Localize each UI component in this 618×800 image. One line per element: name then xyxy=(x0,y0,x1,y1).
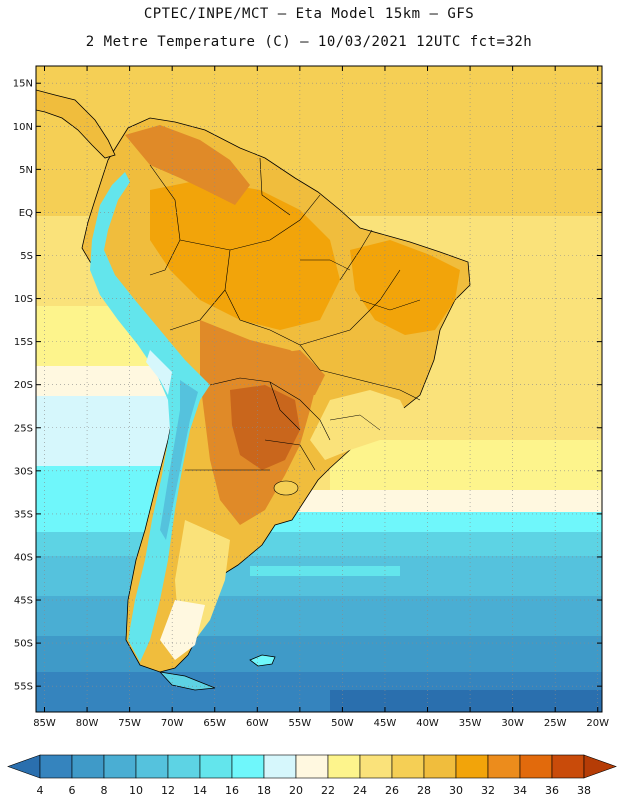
colorbar-label: 34 xyxy=(513,784,527,797)
colorbar-swatch xyxy=(295,754,329,779)
lat-tick-label: 5S xyxy=(20,251,33,262)
lon-tick-label: 60W xyxy=(246,718,269,729)
lat-tick-label: 30S xyxy=(14,466,33,477)
colorbar-label: 14 xyxy=(193,784,207,797)
ocean-patch-16 xyxy=(250,566,400,576)
lat-tick-label: EQ xyxy=(19,208,33,219)
colorbar-label: 22 xyxy=(321,784,335,797)
colorbar-swatch xyxy=(359,754,393,779)
colorbar-swatch xyxy=(551,754,585,779)
lat-tick-label: 55S xyxy=(14,682,33,693)
ocean-band-pacific-20 xyxy=(36,396,186,466)
region-amazon-hot xyxy=(150,180,340,330)
lon-tick-label: 75W xyxy=(118,718,141,729)
colorbar-swatch xyxy=(487,754,521,779)
colorbar-arrow-low xyxy=(7,754,41,779)
colorbar-label: 38 xyxy=(577,784,591,797)
colorbar-swatch xyxy=(135,754,169,779)
andes-cold-strip xyxy=(90,172,210,662)
colorbar-swatch xyxy=(167,754,201,779)
lon-tick-label: 20W xyxy=(586,718,609,729)
ocean-band-4 xyxy=(330,690,602,712)
colorbar-label: 26 xyxy=(385,784,399,797)
longitude-axis: 85W 80W 75W 70W 65W 60W 55W 50W 45W 40W 35W 30W 25W 2… xyxy=(33,66,609,729)
colorbar-swatch xyxy=(423,754,457,779)
ocean-band-10 xyxy=(36,596,602,636)
colorbar-label: 28 xyxy=(417,784,431,797)
ocean-band-north xyxy=(36,66,602,136)
lon-tick-label: 45W xyxy=(374,718,397,729)
andes-pale-strip xyxy=(146,350,172,395)
lat-tick-label: 50S xyxy=(14,639,33,650)
colorbar-arrow-high xyxy=(583,754,617,779)
region-patagonia-mild xyxy=(160,600,205,660)
lat-tick-label: 40S xyxy=(14,552,33,563)
region-southeast-warm xyxy=(310,390,410,460)
region-northeast-hot xyxy=(350,240,460,335)
lat-tick-label: 45S xyxy=(14,596,33,607)
ocean-band-18 xyxy=(36,512,602,532)
colorbar-label: 8 xyxy=(101,784,108,797)
colorbar-swatch xyxy=(327,754,361,779)
region-central-brazil-hot xyxy=(265,350,325,395)
lat-tick-label: 5N xyxy=(19,165,33,176)
lon-tick-label: 40W xyxy=(416,718,439,729)
colorbar-swatch xyxy=(455,754,489,779)
colorbar: 4 6 8 10 12 14 16 18 20 22 24 26 28 30 32 34 36 38 xyxy=(7,754,617,797)
lat-tick-label: 15N xyxy=(13,79,33,90)
colorbar-swatch xyxy=(71,754,105,779)
lon-tick-label: 85W xyxy=(33,718,56,729)
andes-very-cold-strip xyxy=(160,380,198,540)
map-frame xyxy=(35,65,603,713)
colorbar-label: 6 xyxy=(69,784,76,797)
lon-tick-label: 25W xyxy=(544,718,567,729)
island-tierra-del-fuego xyxy=(158,671,216,691)
colorbar-label: 24 xyxy=(353,784,367,797)
lon-tick-label: 65W xyxy=(203,718,226,729)
country-borders xyxy=(149,157,421,471)
colorbar-label: 16 xyxy=(225,784,239,797)
ocean-band-14 xyxy=(36,532,602,556)
ocean-band-atlantic-22 xyxy=(290,490,602,512)
lon-tick-label: 55W xyxy=(289,718,312,729)
map-field xyxy=(36,66,602,712)
colorbar-label: 36 xyxy=(545,784,559,797)
colorbar-label: 4 xyxy=(37,784,44,797)
lat-tick-label: 20S xyxy=(14,380,33,391)
lat-tick-label: 10N xyxy=(13,122,33,133)
lat-tick-label: 15S xyxy=(14,337,33,348)
colorbar-label: 10 xyxy=(129,784,143,797)
lon-tick-label: 35W xyxy=(459,718,482,729)
colorbar-label: 12 xyxy=(161,784,175,797)
lake-patos xyxy=(273,480,299,496)
landmass-central-america xyxy=(36,89,116,159)
colorbar-label: 18 xyxy=(257,784,271,797)
region-venezuela-hot xyxy=(125,125,250,205)
colorbar-swatch xyxy=(103,754,137,779)
lon-tick-label: 70W xyxy=(161,718,184,729)
lon-tick-label: 80W xyxy=(76,718,99,729)
state-borders xyxy=(300,259,421,431)
island-falklands xyxy=(249,654,276,667)
map-title-line2: 2 Metre Temperature (C) – 10/03/2021 12U… xyxy=(85,34,533,50)
colorbar-swatch xyxy=(39,754,73,779)
colorbar-swatch xyxy=(263,754,297,779)
latitude-axis: 15N 10N 5N EQ 5S 10S 15S 20S 25S 30S 35S 40S 45S 50S 5… xyxy=(13,79,602,693)
lat-tick-label: 10S xyxy=(14,294,33,305)
colorbar-label: 32 xyxy=(481,784,495,797)
colorbar-label: 20 xyxy=(289,784,303,797)
colorbar-swatch xyxy=(231,754,265,779)
colorbar-swatch xyxy=(391,754,425,779)
ocean-band-atlantic-24 xyxy=(330,440,602,490)
colorbar-swatch xyxy=(519,754,553,779)
ocean-band-8 xyxy=(36,636,602,672)
lon-tick-label: 30W xyxy=(501,718,524,729)
map-title-line1: CPTEC/INPE/MCT – Eta Model 15km – GFS xyxy=(143,6,475,22)
colorbar-swatch xyxy=(199,754,233,779)
lon-tick-label: 50W xyxy=(331,718,354,729)
colorbar-label: 30 xyxy=(449,784,463,797)
lat-tick-label: 35S xyxy=(14,509,33,520)
lat-tick-label: 25S xyxy=(14,423,33,434)
